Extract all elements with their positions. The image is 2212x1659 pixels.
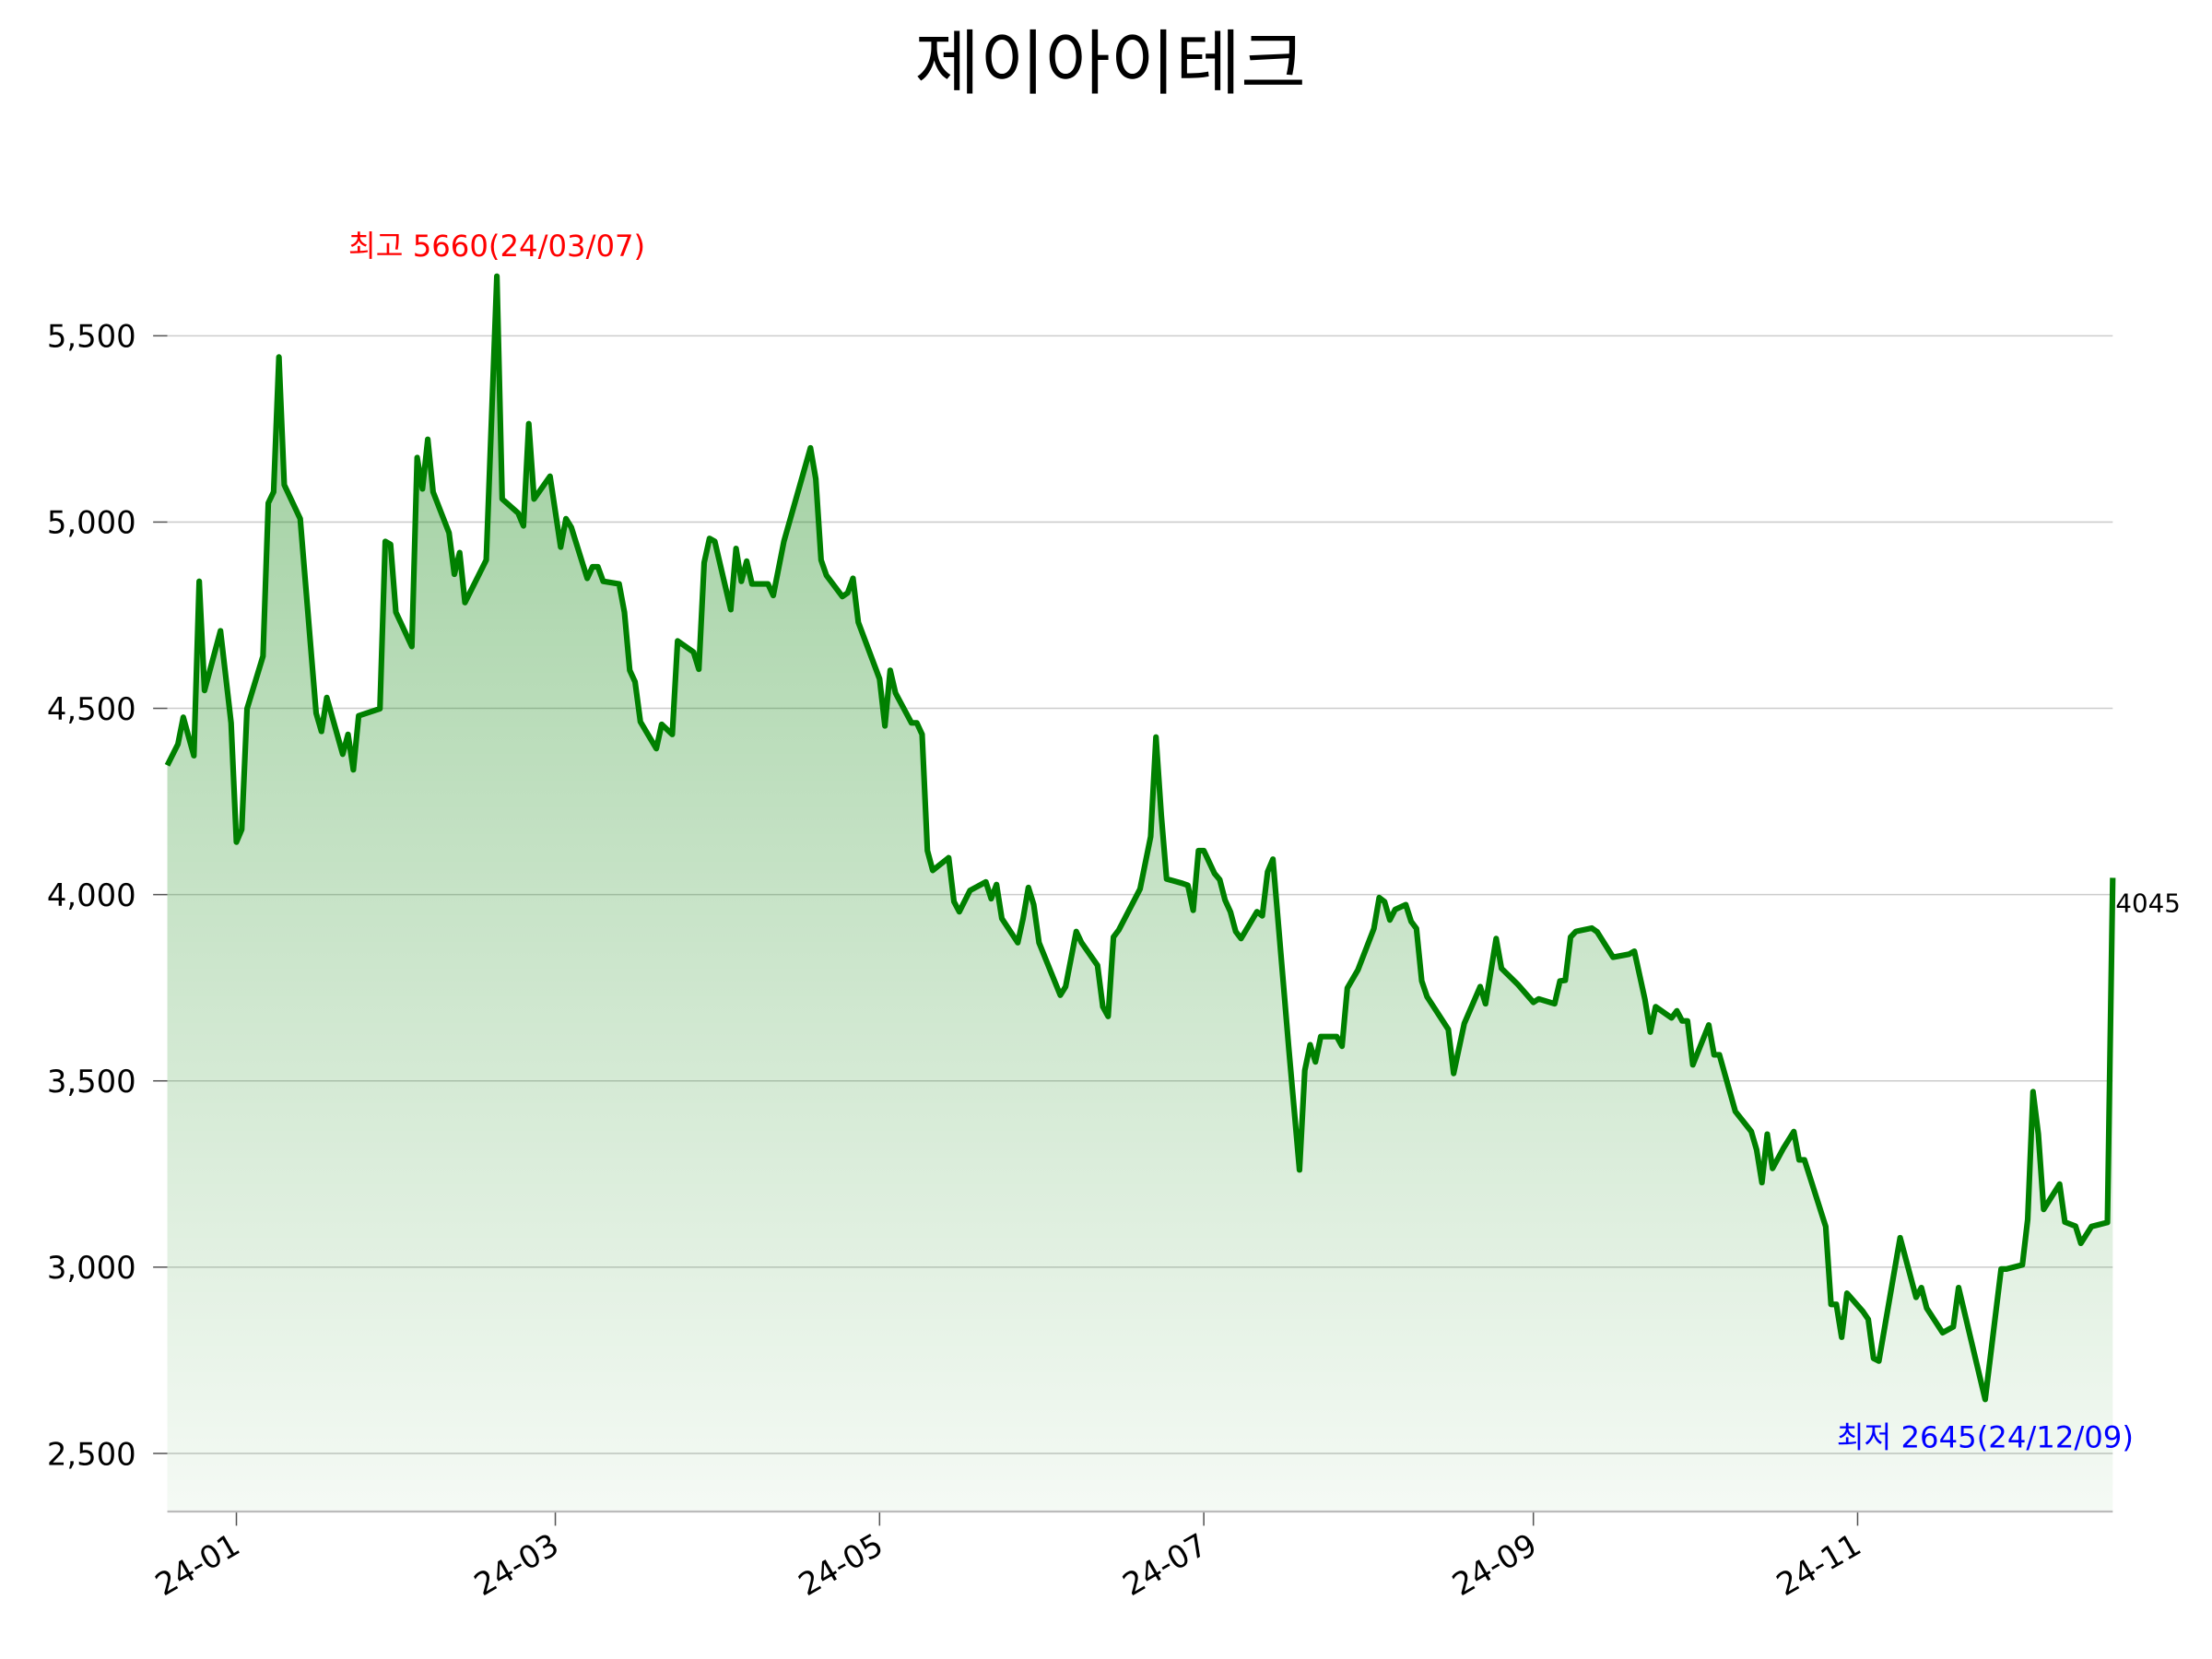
price-line [164,273,2116,1403]
last-value-label: 4045 [2115,888,2180,918]
y-tick-label: 3,000 [47,1250,136,1286]
y-tick-label: 4,000 [47,877,136,913]
chart-title: 제이아이테크 [914,23,1306,105]
y-tick-label: 2,500 [47,1436,136,1472]
min-annotation: 최저 2645(24/12/09) [1837,1420,2134,1455]
y-tick-label: 3,500 [47,1064,136,1100]
y-tick-label: 5,500 [47,319,136,355]
max-annotation: 최고 5660(24/03/07) [348,229,645,264]
y-tick-label: 4,500 [47,691,136,727]
y-tick-label: 5,000 [47,505,136,541]
